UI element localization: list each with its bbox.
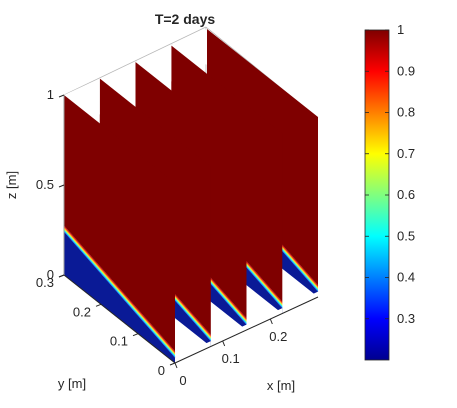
front-slice xyxy=(64,95,175,363)
front-band xyxy=(64,226,175,354)
z-tick-mark xyxy=(58,184,65,188)
y-tick-label: 0.1 xyxy=(110,334,128,349)
colorbar-tick-label: 0.8 xyxy=(397,105,415,120)
y-axis-line xyxy=(63,274,176,364)
x-tick-label: 0.1 xyxy=(222,351,240,366)
colorbar-tick-label: 0.4 xyxy=(397,270,415,285)
front-high-region xyxy=(64,95,175,352)
slice-stack xyxy=(64,29,318,363)
z-tick-mark xyxy=(58,94,65,98)
x-tick-label: 0.2 xyxy=(269,329,287,344)
front-band xyxy=(64,228,175,356)
slice-top-gap xyxy=(171,29,207,65)
x-tick-label: 0 xyxy=(179,373,186,388)
front-band xyxy=(64,230,175,358)
slice-top-gap xyxy=(64,78,100,115)
front-low-region xyxy=(64,231,175,363)
y-axis-label: y [m] xyxy=(58,376,86,391)
y-tick-label: 0.3 xyxy=(36,275,54,290)
x-tick-mark xyxy=(222,340,226,347)
x-tick-mark xyxy=(174,362,178,369)
z-axis-label: z [m] xyxy=(4,171,19,199)
y-tick-mark xyxy=(169,362,176,366)
z-tick-label: 1 xyxy=(47,87,54,102)
slice-base xyxy=(210,324,247,347)
front-band xyxy=(64,227,175,355)
y-tick-mark xyxy=(132,333,139,337)
x-axis-label: x [m] xyxy=(267,378,295,393)
colorbar-tick-label: 0.6 xyxy=(397,187,415,202)
front-band xyxy=(64,225,175,353)
slice-base xyxy=(175,341,211,363)
slice-top-gap xyxy=(135,45,172,82)
colorbar-tick-label: 1 xyxy=(397,22,404,37)
y-tick-label: 0.2 xyxy=(73,304,91,319)
slice-top-gap xyxy=(99,62,136,98)
z-tick-label: 0 xyxy=(47,267,54,282)
x-tick-mark xyxy=(269,318,273,325)
axis-lines xyxy=(63,95,319,364)
y-tick-mark xyxy=(95,303,102,307)
x-axis-line xyxy=(174,296,319,364)
colorbar-tick-label: 0.9 xyxy=(397,63,415,78)
colorbar-tick-label: 0.5 xyxy=(397,228,415,243)
slice-base xyxy=(246,308,283,330)
y-tick-label: 0 xyxy=(158,363,165,378)
front-band xyxy=(64,229,175,357)
z-tick-label: 0.5 xyxy=(36,177,54,192)
chart-title: T=2 days xyxy=(155,11,216,27)
slice-base xyxy=(282,291,318,314)
colorbar-tick-label: 0.3 xyxy=(397,311,415,326)
colorbar-tick-label: 0.7 xyxy=(397,146,415,161)
box-edge xyxy=(63,26,207,96)
colorbar-ticks: 1 0.9 0.8 0.7 0.6 0.5 0.4 0.3 xyxy=(365,22,415,326)
y-tick-mark xyxy=(58,274,65,278)
